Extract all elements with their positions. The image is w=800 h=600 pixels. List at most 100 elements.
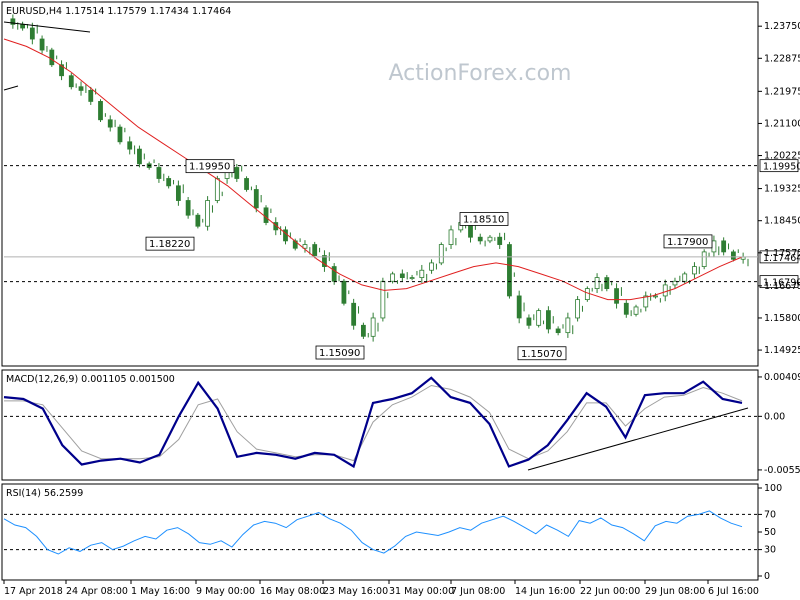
candle-body — [107, 119, 113, 128]
x-tick-label: 23 May 16:00 — [323, 586, 388, 597]
candle-body — [536, 310, 542, 326]
candle-body — [166, 178, 172, 187]
candle-body — [312, 244, 318, 256]
price-trendline-stub — [3, 85, 19, 91]
macd-main-line — [3, 376, 743, 469]
price-candles — [10, 14, 749, 342]
price-tick-label: 1.15800 — [764, 313, 800, 324]
price-tick-label: 1.21100 — [764, 118, 800, 129]
candle-body — [448, 229, 454, 245]
moving-average-line — [3, 38, 743, 301]
macd-signal-line — [4, 384, 743, 462]
price-annotations: 1.19950 1.18220 1.15090 1.18510 1.15070 1.179… — [3, 21, 713, 361]
candle-body — [730, 251, 736, 260]
candle-body — [205, 200, 211, 227]
x-tick-label: 14 Jun 16:00 — [515, 586, 575, 597]
candle-body — [253, 189, 259, 209]
macd-tick-label: 0.004094 — [764, 372, 800, 383]
candle-body — [429, 262, 434, 271]
price-trendline — [3, 21, 91, 33]
candle-body — [662, 284, 668, 297]
level-label-box — [759, 159, 799, 173]
candle-body — [643, 295, 649, 308]
candle-body — [390, 273, 396, 282]
candle-body — [127, 141, 133, 150]
x-tick-label: 29 Jun 08:00 — [645, 586, 705, 597]
rsi-grid — [4, 513, 758, 551]
candle-body — [497, 236, 503, 245]
price-tick-label: 1.17575 — [764, 248, 800, 259]
candle-body — [526, 317, 532, 326]
level-label: 1.19950 — [763, 162, 800, 173]
price-tick-label: 1.23750 — [764, 21, 800, 32]
candle-body — [39, 38, 45, 51]
rsi-axis: 100 70 50 30 0 — [758, 483, 782, 582]
price-tick-label: 1.19325 — [764, 184, 800, 195]
annotation-box — [459, 212, 509, 226]
candle-body — [331, 266, 337, 282]
candle-body — [633, 306, 639, 315]
candle-body — [98, 101, 103, 121]
candle-body — [29, 27, 35, 40]
candle-body — [360, 324, 366, 337]
price-tick-label: 1.20225 — [764, 151, 800, 162]
level-label-box — [759, 275, 799, 289]
symbol-header: EURUSD,H4 1.17514 1.17579 1.17434 1.1746… — [6, 6, 231, 17]
candle-body — [516, 295, 522, 319]
candle-body — [351, 302, 357, 326]
candle-body — [653, 295, 658, 298]
macd-panel-frame — [1, 369, 759, 481]
annotation-label: 1.17900 — [667, 237, 708, 248]
annotation-box — [145, 236, 195, 251]
candle-body — [234, 167, 240, 179]
candle-body — [273, 222, 279, 231]
candle-body — [438, 244, 444, 264]
candle-body — [263, 207, 269, 223]
rsi-panel-frame — [1, 483, 759, 581]
rsi-tick-label: 50 — [764, 527, 776, 538]
candle-body — [137, 148, 142, 165]
candle-body — [78, 86, 84, 91]
candle-body — [185, 200, 191, 216]
rsi-tick-label: 70 — [764, 509, 776, 520]
x-tick-label: 9 May 00:00 — [196, 586, 255, 597]
level-label: 1.16790 — [763, 278, 800, 289]
x-tick-label: 24 Apr 08:00 — [66, 586, 128, 597]
macd-tick-label: -0.005568 — [764, 465, 800, 476]
annotation-box — [517, 346, 567, 361]
candle-body — [20, 23, 26, 29]
candle-body — [68, 75, 74, 88]
x-tick-label: 22 Jun 00:00 — [580, 586, 640, 597]
current-price-label: 1.17464 — [763, 253, 800, 264]
annotation-label: 1.18220 — [149, 239, 190, 250]
candle-body — [370, 317, 376, 337]
price-tick-label: 1.22875 — [764, 53, 800, 64]
candle-body — [545, 310, 551, 330]
price-levels: 1.19950 1.16790 1.17464 — [4, 159, 800, 289]
price-tick-label: 1.18450 — [764, 216, 800, 227]
candle-body — [244, 178, 249, 190]
current-price-box — [759, 250, 799, 264]
x-tick-label: 1 May 16:00 — [131, 586, 190, 597]
candle-body — [214, 178, 220, 201]
candle-body — [711, 240, 717, 253]
candle-body — [419, 269, 425, 278]
candle-body — [614, 288, 619, 304]
rsi-tick-label: 30 — [764, 545, 776, 556]
candle-body — [341, 280, 347, 304]
annotation-box — [663, 234, 713, 249]
x-axis: 17 Apr 2018 24 Apr 08:00 1 May 16:00 9 May … — [3, 580, 759, 597]
x-tick-label: 7 Jun 08:00 — [451, 586, 505, 597]
candle-body — [682, 273, 688, 282]
price-tick-label: 1.16675 — [764, 281, 800, 292]
x-tick-label: 6 Jul 16:00 — [708, 586, 759, 597]
candle-body — [59, 64, 64, 77]
candle-body — [565, 317, 571, 334]
candle-body — [604, 277, 610, 289]
candle-body — [477, 236, 483, 242]
candle-body — [175, 185, 181, 201]
x-tick-label: 31 May 00:00 — [389, 586, 454, 597]
watermark: ActionForex.com — [389, 61, 572, 86]
candle-body — [322, 255, 327, 267]
